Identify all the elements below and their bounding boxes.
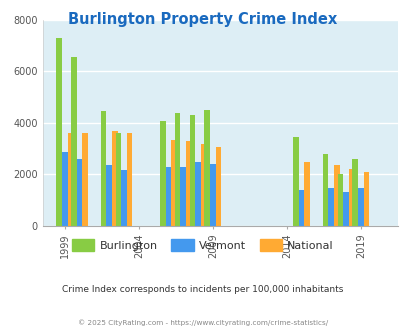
Bar (292, 137, 298, 226)
Bar (126, 133, 132, 226)
Bar (68, 133, 73, 226)
Bar (215, 147, 221, 226)
Bar (337, 174, 342, 226)
Bar (56, 38, 62, 226)
Bar (185, 142, 191, 226)
Bar (160, 121, 165, 226)
Bar (82, 133, 88, 226)
Bar (62, 152, 68, 226)
Bar (106, 165, 112, 226)
Bar (342, 192, 348, 226)
Bar (115, 133, 121, 226)
Text: Crime Index corresponds to incidents per 100,000 inhabitants: Crime Index corresponds to incidents per… (62, 285, 343, 294)
Bar (71, 57, 77, 226)
Bar (209, 164, 215, 226)
Bar (112, 131, 117, 226)
Bar (121, 170, 126, 226)
Text: Burlington Property Crime Index: Burlington Property Crime Index (68, 12, 337, 26)
Text: © 2025 CityRating.com - https://www.cityrating.com/crime-statistics/: © 2025 CityRating.com - https://www.city… (78, 319, 327, 326)
Bar (175, 113, 180, 226)
Legend: Burlington, Vermont, National: Burlington, Vermont, National (68, 235, 337, 255)
Bar (357, 188, 363, 226)
Bar (165, 167, 171, 226)
Bar (200, 144, 206, 226)
Bar (180, 167, 185, 226)
Bar (352, 159, 357, 226)
Bar (322, 154, 328, 226)
Bar (333, 165, 339, 226)
Bar (304, 162, 309, 226)
Bar (77, 158, 82, 226)
Bar (363, 172, 369, 226)
Bar (204, 110, 209, 226)
Bar (100, 111, 106, 226)
Bar (348, 169, 354, 226)
Bar (189, 115, 195, 226)
Bar (298, 190, 304, 226)
Bar (195, 162, 200, 226)
Bar (328, 188, 333, 226)
Bar (171, 140, 177, 226)
